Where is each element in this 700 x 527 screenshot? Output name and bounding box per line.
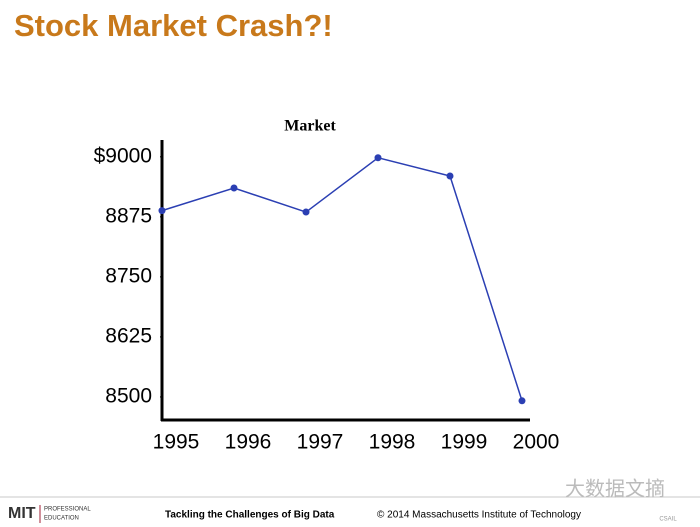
footer-logo: MIT <box>8 505 36 522</box>
footer-logo-sub: PROFESSIONAL <box>44 507 91 513</box>
x-tick-label: 1996 <box>225 431 272 454</box>
y-tick-label: 8500 <box>105 384 152 407</box>
watermark: 大数据文摘 <box>565 477 665 500</box>
x-tick-label: 1995 <box>153 431 200 454</box>
footer-course: Tackling the Challenges of Big Data <box>165 510 335 521</box>
x-tick-label: 2000 <box>513 431 560 454</box>
chart-title: Market <box>284 118 336 135</box>
point <box>158 207 166 215</box>
y-tick-label: 8625 <box>105 324 152 347</box>
point <box>230 184 238 192</box>
line <box>161 156 523 402</box>
point <box>374 154 382 162</box>
footer-lab: CSAIL <box>659 517 677 523</box>
y-tick-label: 8750 <box>105 264 152 287</box>
x-tick-label: 1999 <box>441 431 488 454</box>
x-tick-label: 1997 <box>297 431 344 454</box>
footer-logo-sub: EDUCATION <box>44 516 79 522</box>
y-tick-label: 8875 <box>105 204 152 227</box>
plot: 8500 8625 8750 8875 $9000 1995 1996 1997 1998 199… <box>94 144 560 453</box>
point <box>446 172 454 180</box>
point <box>518 397 526 405</box>
footer-copyright: © 2014 Massachusetts Institute of Techno… <box>377 510 581 521</box>
slide-title: Stock Market Crash?! <box>14 8 333 43</box>
x-tick-label: 1998 <box>369 431 416 454</box>
point <box>302 208 310 216</box>
y-tick-label: $9000 <box>94 144 152 167</box>
